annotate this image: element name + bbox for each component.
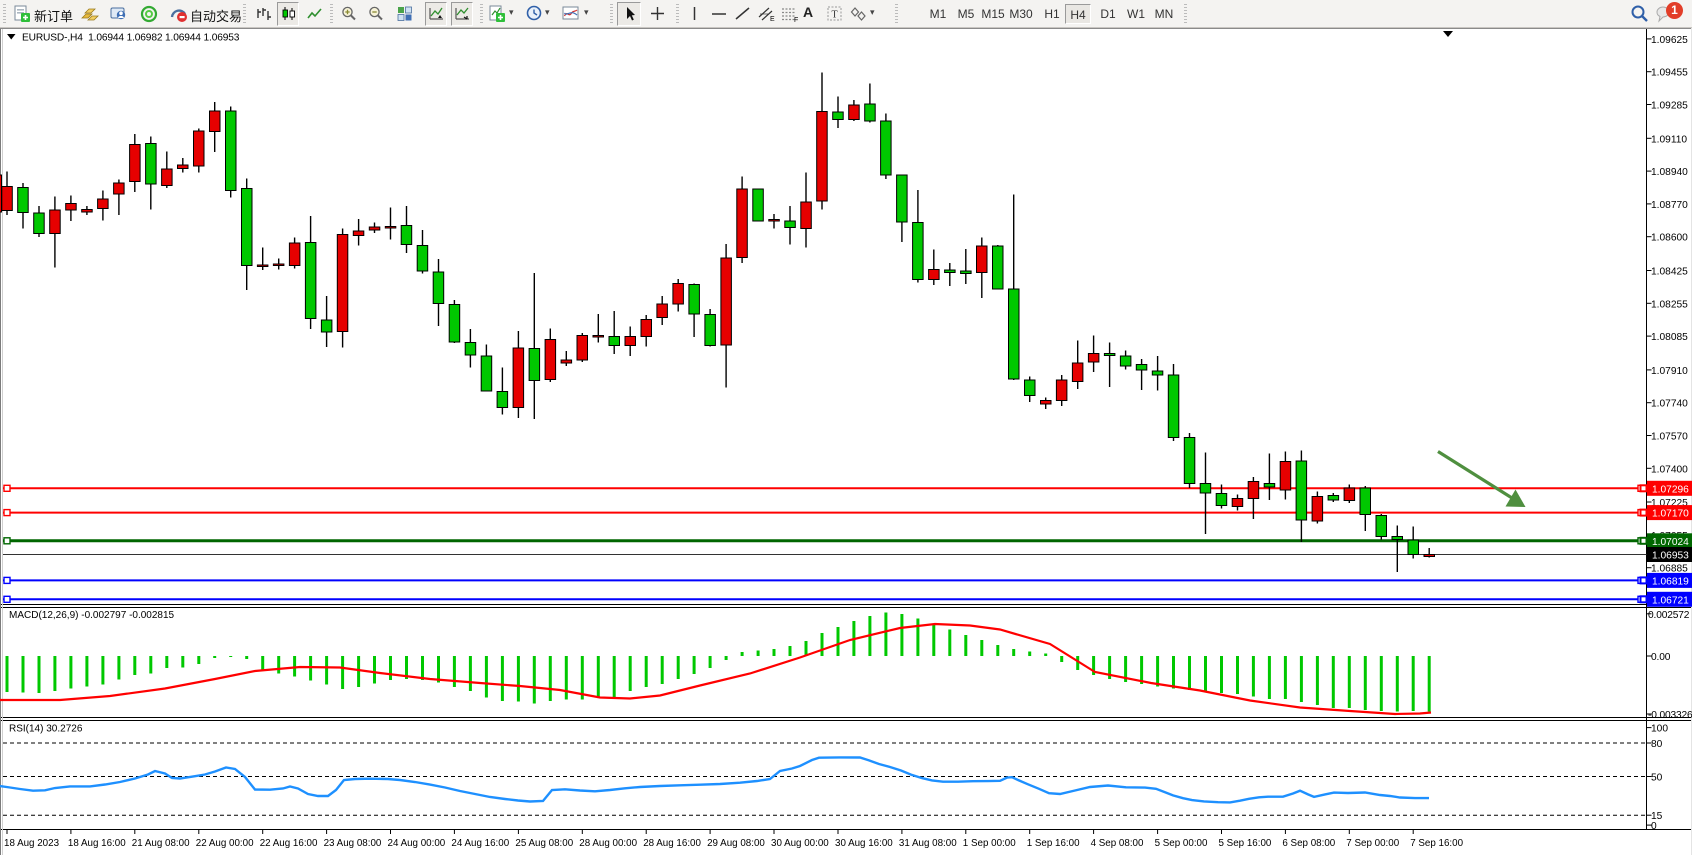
svg-text:30 Aug 00:00: 30 Aug 00:00 xyxy=(771,838,829,849)
svg-text:1.09110: 1.09110 xyxy=(1651,134,1687,145)
svg-text:E: E xyxy=(770,16,775,23)
svg-text:1.09455: 1.09455 xyxy=(1651,68,1688,79)
svg-text:50: 50 xyxy=(1651,773,1663,784)
svg-text:T: T xyxy=(832,10,838,21)
svg-text:29 Aug 08:00: 29 Aug 08:00 xyxy=(707,838,765,849)
svg-text:24 Aug 00:00: 24 Aug 00:00 xyxy=(388,838,446,849)
svg-text:5 Sep 00:00: 5 Sep 00:00 xyxy=(1155,838,1208,849)
svg-text:18 Aug 2023: 18 Aug 2023 xyxy=(4,838,60,849)
svg-text:1.06953: 1.06953 xyxy=(1652,551,1689,562)
svg-text:5 Sep 16:00: 5 Sep 16:00 xyxy=(1219,838,1272,849)
svg-text:6 Sep 08:00: 6 Sep 08:00 xyxy=(1282,838,1335,849)
svg-text:1.06819: 1.06819 xyxy=(1652,576,1689,587)
svg-text:1.08085: 1.08085 xyxy=(1651,332,1688,343)
svg-text:7 Sep 16:00: 7 Sep 16:00 xyxy=(1410,838,1463,849)
svg-text:1 Sep 16:00: 1 Sep 16:00 xyxy=(1027,838,1080,849)
svg-text:30 Aug 16:00: 30 Aug 16:00 xyxy=(835,838,893,849)
svg-text:1.08600: 1.08600 xyxy=(1651,233,1688,244)
svg-text:1.07400: 1.07400 xyxy=(1651,464,1688,475)
svg-text:F: F xyxy=(794,17,798,23)
svg-text:21 Aug 08:00: 21 Aug 08:00 xyxy=(132,838,190,849)
svg-text:22 Aug 16:00: 22 Aug 16:00 xyxy=(260,838,318,849)
svg-text:24 Aug 16:00: 24 Aug 16:00 xyxy=(451,838,509,849)
svg-text:18 Aug 16:00: 18 Aug 16:00 xyxy=(68,838,126,849)
svg-text:1.07740: 1.07740 xyxy=(1651,399,1688,410)
svg-text:28 Aug 16:00: 28 Aug 16:00 xyxy=(643,838,701,849)
svg-text:23 Aug 08:00: 23 Aug 08:00 xyxy=(324,838,382,849)
svg-text:0.00: 0.00 xyxy=(1651,652,1671,663)
svg-text:EURUSD-,H4 1.06944 1.06982 1.: EURUSD-,H4 1.06944 1.06982 1.06944 1.069… xyxy=(22,33,240,44)
svg-text:1.08255: 1.08255 xyxy=(1651,299,1688,310)
svg-text:1.07910: 1.07910 xyxy=(1651,366,1688,377)
svg-text:1 Sep 00:00: 1 Sep 00:00 xyxy=(963,838,1016,849)
svg-text:1.06885: 1.06885 xyxy=(1651,564,1688,575)
svg-text:RSI(14) 30.2726: RSI(14) 30.2726 xyxy=(9,724,83,735)
svg-text:1.08425: 1.08425 xyxy=(1651,267,1688,278)
svg-text:MACD(12,26,9) -0.002797 -0.002: MACD(12,26,9) -0.002797 -0.002815 xyxy=(9,610,175,621)
svg-text:25 Aug 08:00: 25 Aug 08:00 xyxy=(515,838,573,849)
svg-text:-0.003326: -0.003326 xyxy=(1648,710,1692,721)
svg-text:1.08940: 1.08940 xyxy=(1651,167,1688,178)
svg-text:28 Aug 00:00: 28 Aug 00:00 xyxy=(579,838,637,849)
svg-text:1.07170: 1.07170 xyxy=(1652,509,1689,520)
svg-text:0: 0 xyxy=(1651,821,1657,832)
svg-text:80: 80 xyxy=(1651,739,1663,750)
svg-text:100: 100 xyxy=(1651,724,1668,735)
svg-text:1.06721: 1.06721 xyxy=(1652,595,1689,606)
svg-text:1.07225: 1.07225 xyxy=(1651,498,1688,509)
svg-text:31 Aug 08:00: 31 Aug 08:00 xyxy=(899,838,957,849)
svg-text:1.09285: 1.09285 xyxy=(1651,101,1688,112)
svg-text:22 Aug 00:00: 22 Aug 00:00 xyxy=(196,838,254,849)
svg-text:1.08770: 1.08770 xyxy=(1651,200,1688,211)
svg-text:1.07024: 1.07024 xyxy=(1652,537,1689,548)
svg-text:15: 15 xyxy=(1651,811,1663,822)
svg-text:1.07296: 1.07296 xyxy=(1652,484,1689,495)
svg-text:7 Sep 00:00: 7 Sep 00:00 xyxy=(1346,838,1399,849)
svg-text:1.07570: 1.07570 xyxy=(1651,432,1688,443)
svg-text:0.002572: 0.002572 xyxy=(1648,610,1690,621)
svg-text:1.09625: 1.09625 xyxy=(1651,35,1688,46)
svg-text:4 Sep 08:00: 4 Sep 08:00 xyxy=(1091,838,1144,849)
